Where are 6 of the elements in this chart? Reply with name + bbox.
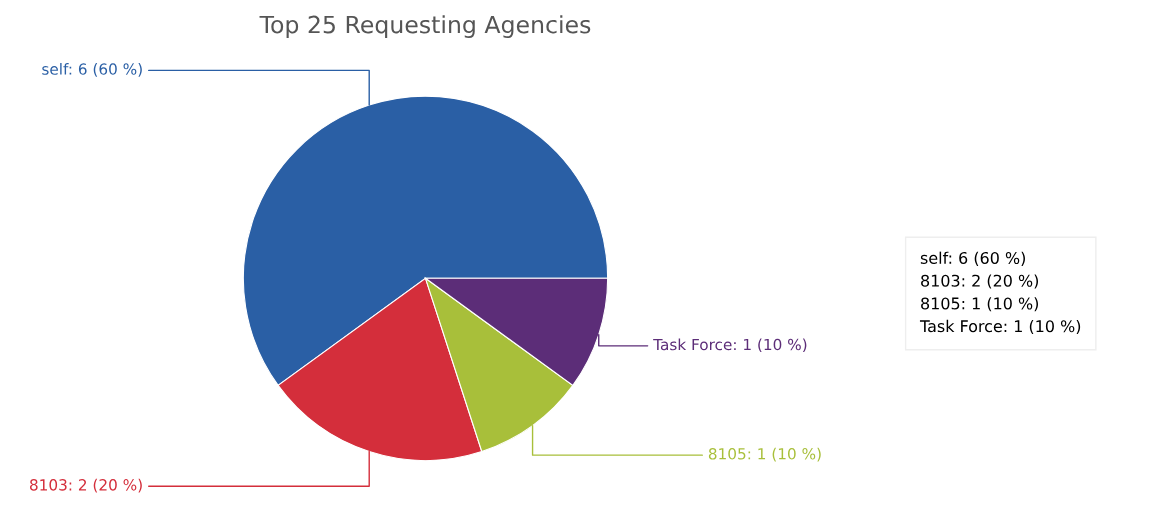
chart-title: Top 25 Requesting Agencies [259, 15, 591, 39]
slice-label: self: 6 (60 %) [42, 63, 142, 77]
slice-label: 8103: 2 (20 %) [29, 478, 142, 493]
slice-label: Task Force: 1 (10 %) [653, 338, 807, 353]
text: self: 6 (60 %) 8103: 2 (20 %) 8105: 1 (10 %) Task Force: 1 (10 %) [919, 251, 1081, 335]
slice-label: 8105: 1 (10 %) [708, 447, 821, 462]
